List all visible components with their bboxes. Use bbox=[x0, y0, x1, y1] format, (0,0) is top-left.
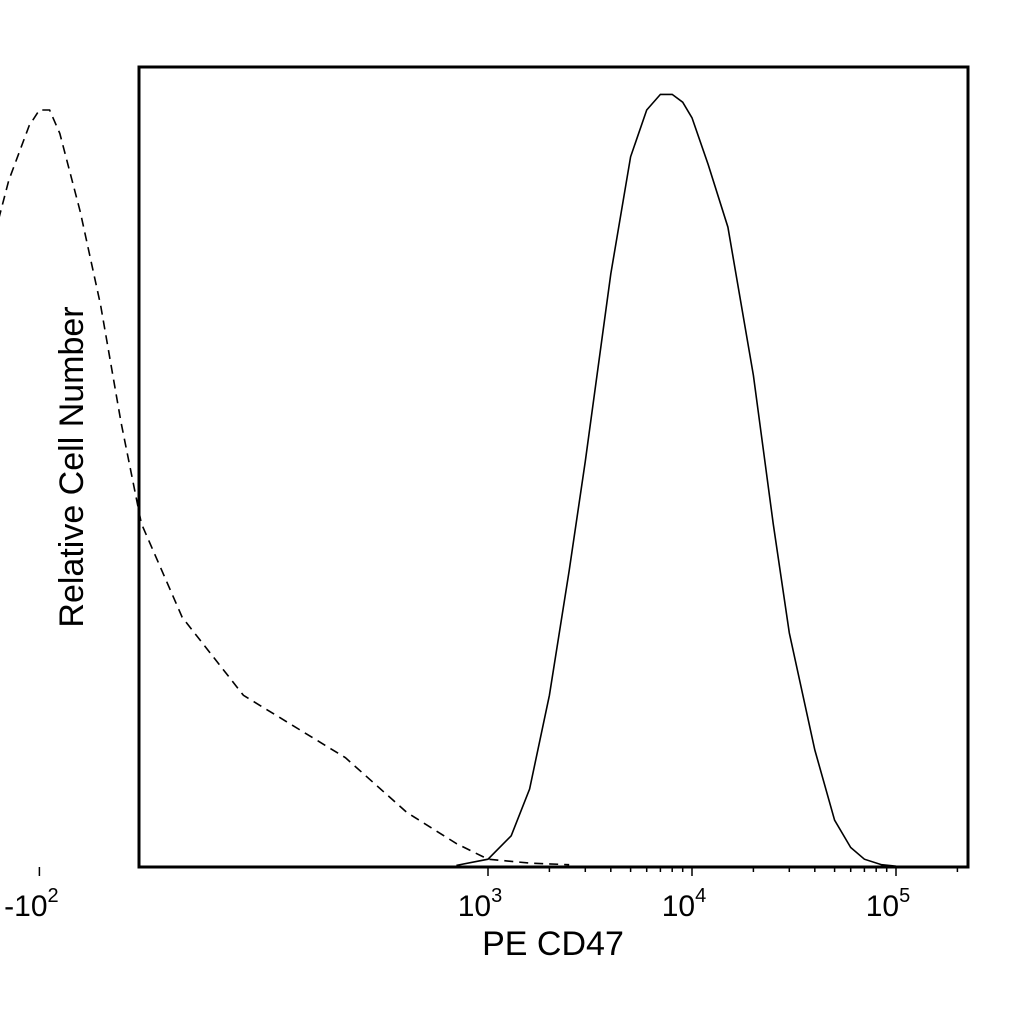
x-tick-label: -102 bbox=[4, 885, 58, 923]
plot-frame bbox=[137, 65, 970, 869]
cd47-stained-curve bbox=[456, 93, 897, 867]
y-axis-label: Relative Cell Number bbox=[53, 306, 91, 627]
x-axis-label: PE CD47 bbox=[482, 925, 624, 963]
x-tick-label-base: 10 bbox=[662, 890, 695, 923]
x-tick-label: 104 bbox=[662, 885, 707, 923]
x-tick-label-exponent: 2 bbox=[48, 885, 59, 907]
x-tick-label-base: 10 bbox=[866, 890, 899, 923]
x-tick-label-exponent: 3 bbox=[491, 885, 502, 907]
series-layer bbox=[0, 93, 897, 867]
x-axis-ticks: -102 103 104 105 bbox=[4, 867, 959, 923]
x-tick-label: 105 bbox=[866, 885, 911, 923]
x-tick-label-base: -10 bbox=[4, 890, 47, 923]
x-tick-label: 103 bbox=[458, 885, 503, 923]
x-tick-label-exponent: 4 bbox=[695, 885, 706, 907]
isotype-control-curve bbox=[0, 109, 570, 866]
x-tick-label-base: 10 bbox=[458, 890, 491, 923]
x-tick-label-exponent: 5 bbox=[899, 885, 910, 907]
